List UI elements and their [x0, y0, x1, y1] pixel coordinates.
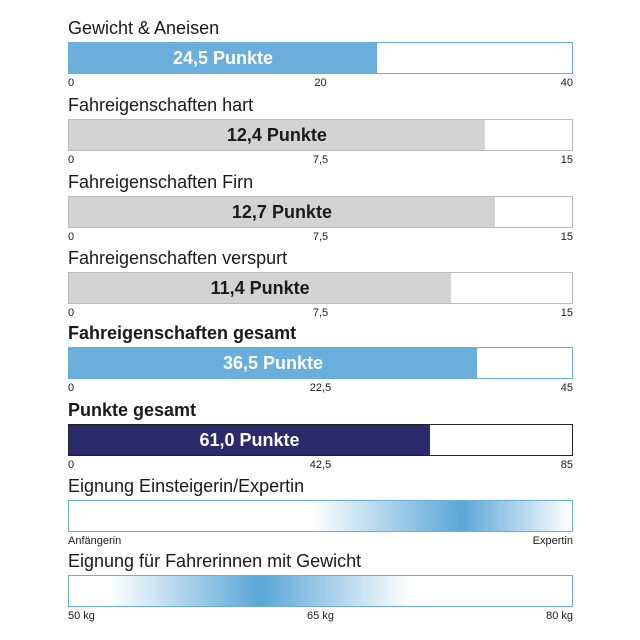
- gradient-scale-bar: [68, 500, 573, 532]
- axis-ticks: 0 7,5 15: [68, 231, 573, 245]
- chart-title: Eignung Einsteigerin/Expertin: [68, 476, 305, 496]
- tick-label: 0: [68, 382, 75, 394]
- chart-title: Fahreigenschaften Firn: [68, 172, 254, 192]
- bar-value-label: 61,0 Punkte: [199, 429, 300, 450]
- chart-block-7: Eignung für Fahrerinnen mit Gewicht 50 kg…: [68, 551, 573, 624]
- tick-label: 7,5: [312, 307, 329, 319]
- tick-label: 0: [68, 459, 75, 471]
- bar-value-label: 12,4 Punkte: [226, 124, 327, 145]
- scale-tick-label: Anfängerin: [68, 535, 122, 547]
- gradient-scale-bar: [68, 575, 573, 607]
- axis-ticks: 0 22,5 45: [68, 382, 573, 396]
- chart-title: Fahreigenschaften hart: [68, 95, 254, 115]
- bar-fill: [69, 273, 452, 303]
- scale-ticks: 50 kg 65 kg 80 kg: [68, 610, 573, 624]
- bar-track: 11,4 Punkte: [68, 272, 573, 304]
- scale-tick-label: 65 kg: [307, 610, 334, 622]
- bar-track: 12,4 Punkte: [68, 119, 573, 151]
- bar-value-label: 12,7 Punkte: [231, 201, 332, 222]
- bar-value-label: 11,4 Punkte: [210, 277, 310, 298]
- bar-track: 36,5 Punkte: [68, 347, 573, 379]
- axis-ticks: 0 7,5 15: [68, 154, 573, 168]
- chart-block-5: Punkte gesamt 61,0 Punkte 0 42,5 85: [68, 400, 573, 473]
- tick-label: 15: [560, 307, 573, 319]
- tick-label: 42,5: [309, 459, 332, 471]
- bar-fill: [69, 120, 485, 150]
- tick-label: 0: [68, 307, 75, 319]
- bar-fill: [69, 43, 378, 73]
- scale-ticks: Anfängerin Expertin: [68, 535, 573, 549]
- axis-ticks: 0 20 40: [68, 77, 573, 91]
- bar-value-label: 24,5 Punkte: [173, 47, 274, 68]
- bar-fill: [69, 348, 477, 378]
- tick-label: 7,5: [312, 154, 329, 166]
- tick-label: 0: [68, 77, 75, 89]
- chart-block-4: Fahreigenschaften gesamt 36,5 Punkte 0 22,5…: [68, 323, 573, 396]
- tick-label: 45: [560, 382, 573, 394]
- scale-tick-label: 80 kg: [546, 610, 573, 622]
- chart-block-2: Fahreigenschaften Firn 12,7 Punkte 0 7,5 15: [68, 172, 573, 245]
- tick-label: 7,5: [312, 231, 329, 243]
- chart-block-6: Eignung Einsteigerin/Expertin Anfängerin E…: [68, 476, 573, 549]
- chart-block-3: Fahreigenschaften verspurt 11,4 Punkte 0 7,…: [68, 248, 573, 321]
- scale-tick-label: 50 kg: [68, 610, 95, 622]
- chart-title: Eignung für Fahrerinnen mit Gewicht: [68, 551, 362, 571]
- bar-fill: [69, 425, 430, 455]
- tick-label: 0: [68, 154, 75, 166]
- chart-title: Fahreigenschaften verspurt: [68, 248, 288, 268]
- chart-title: Fahreigenschaften gesamt: [68, 323, 297, 343]
- chart-block-0: Gewicht & Aneisen 24,5 Punkte 0 20 40: [68, 18, 573, 91]
- tick-label: 85: [560, 459, 573, 471]
- axis-ticks: 0 42,5 85: [68, 459, 573, 473]
- chart-title: Punkte gesamt: [68, 400, 197, 420]
- bar-track: 24,5 Punkte: [68, 42, 573, 74]
- scale-tick-label: Expertin: [532, 535, 573, 547]
- bar-track: 61,0 Punkte: [68, 424, 573, 456]
- tick-label: 15: [560, 154, 573, 166]
- bar-fill: [69, 197, 495, 227]
- tick-label: 0: [68, 231, 75, 243]
- axis-ticks: 0 7,5 15: [68, 307, 573, 321]
- chart-block-1: Fahreigenschaften hart 12,4 Punkte 0 7,5 15: [68, 95, 573, 168]
- bar-track: 12,7 Punkte: [68, 196, 573, 228]
- tick-label: 15: [560, 231, 573, 243]
- tick-label: 20: [314, 77, 327, 89]
- tick-label: 22,5: [309, 382, 332, 394]
- tick-label: 40: [560, 77, 573, 89]
- chart-title: Gewicht & Aneisen: [68, 18, 220, 38]
- bar-value-label: 36,5 Punkte: [222, 352, 324, 373]
